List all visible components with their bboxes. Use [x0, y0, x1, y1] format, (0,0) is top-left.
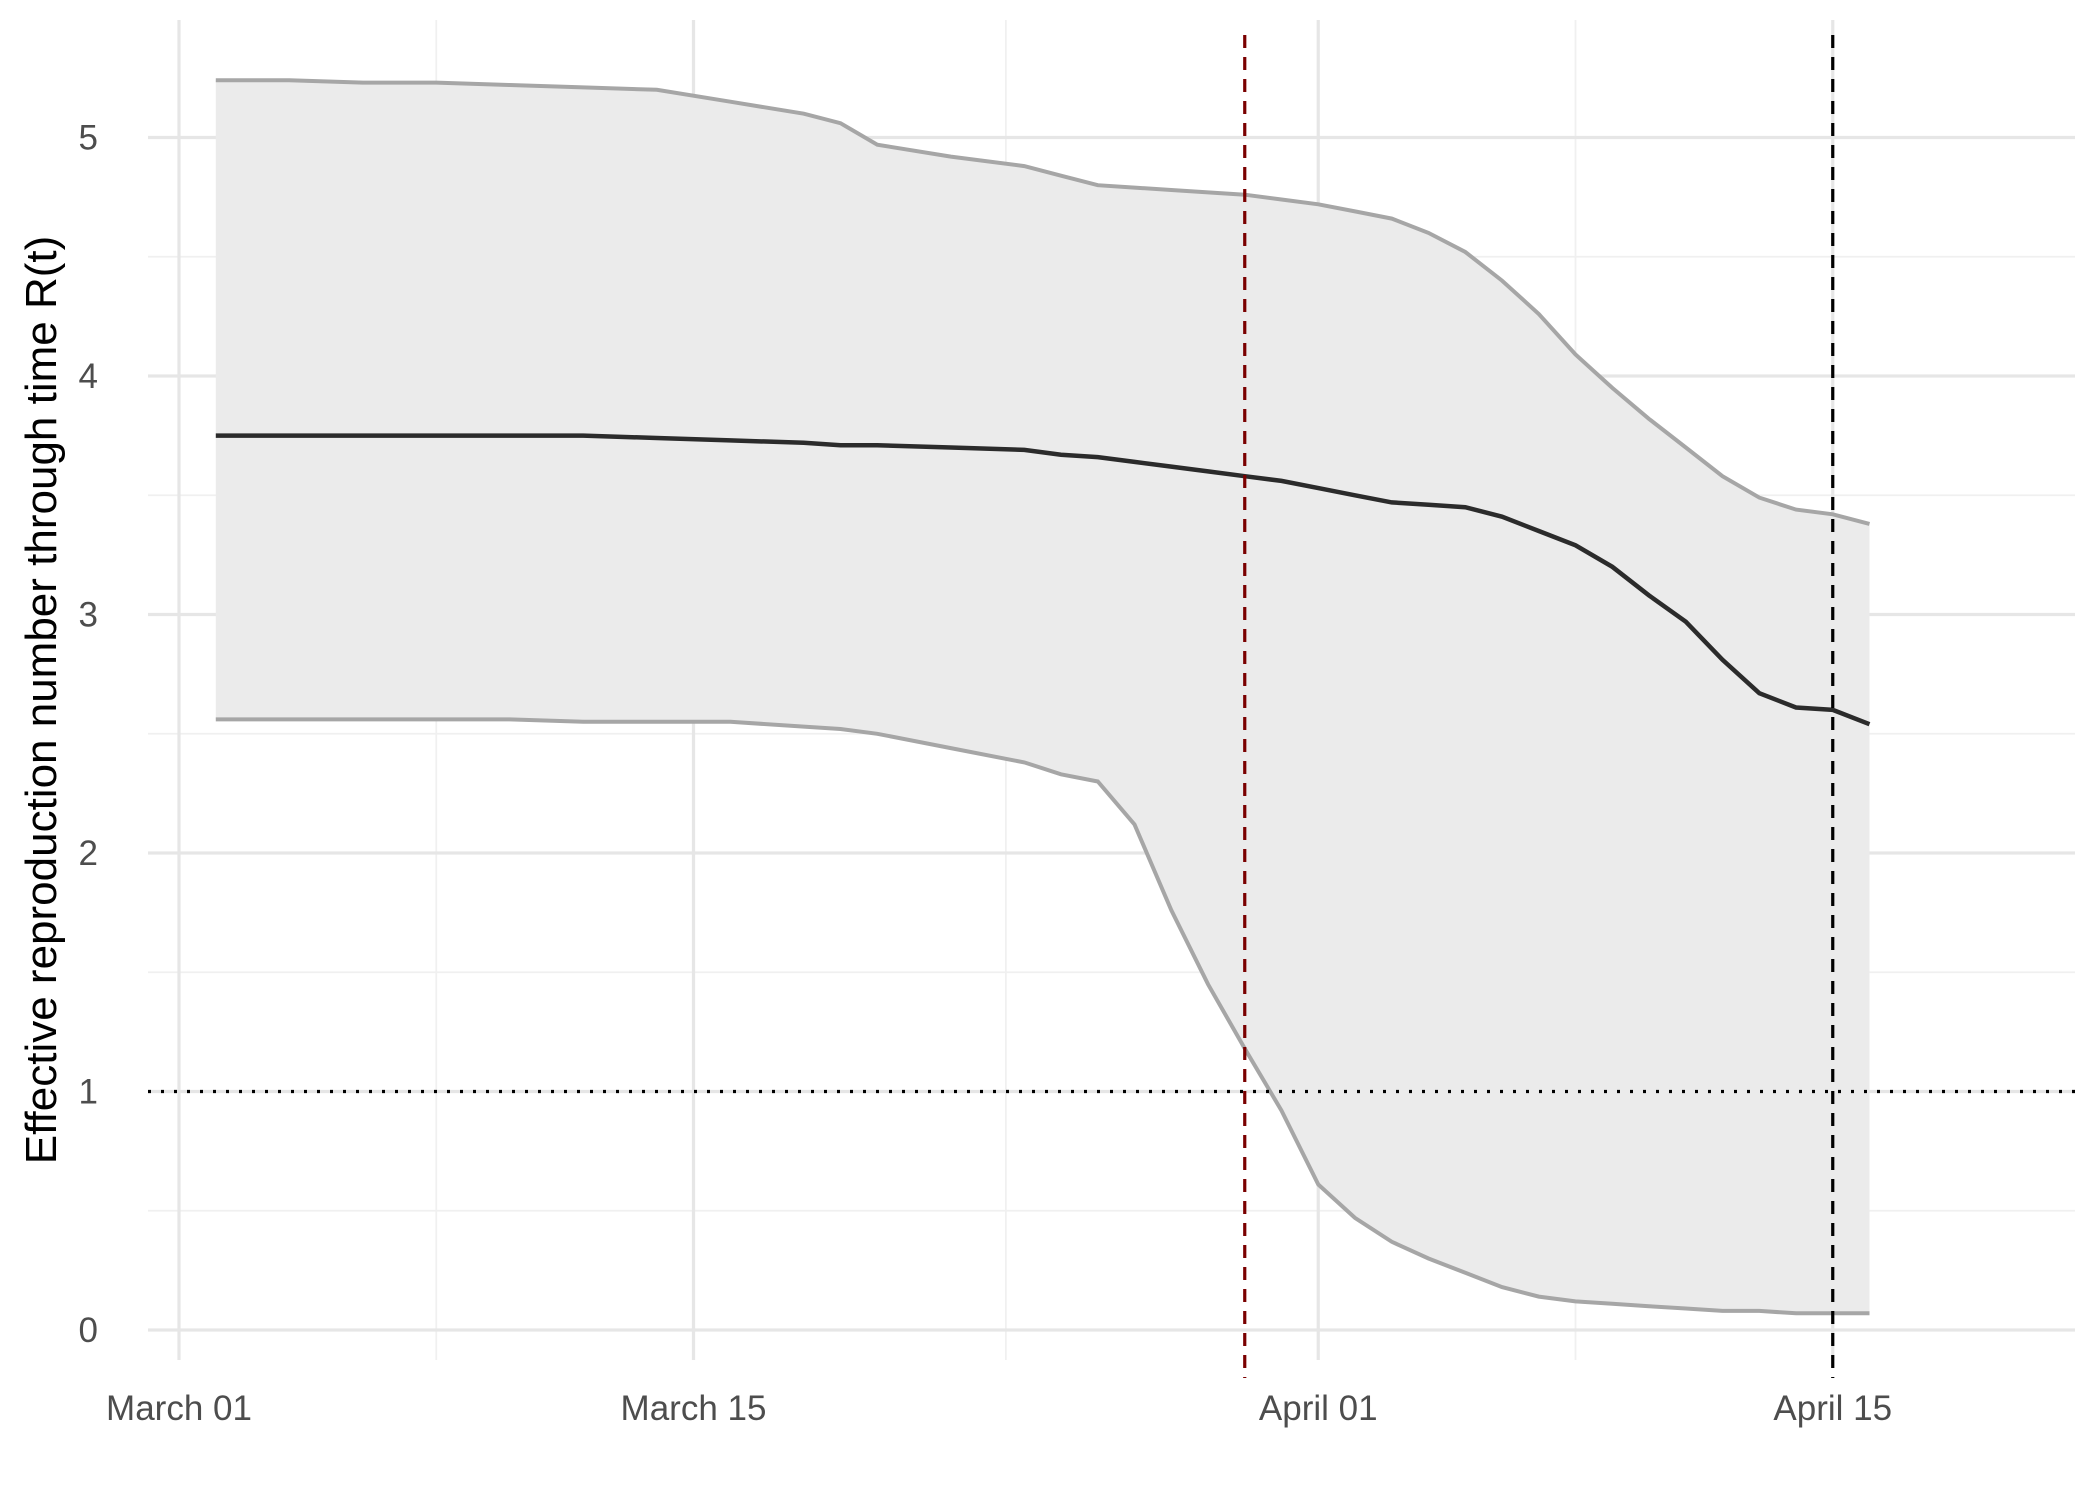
upper-bound-line — [215, 78, 1871, 526]
y-tick-label: 5 — [79, 119, 98, 158]
lower-bound-line — [215, 717, 1870, 1316]
x-tick-label: April 15 — [1773, 1389, 1892, 1428]
y-tick-label: 4 — [79, 357, 98, 396]
y-axis-title: Effective reproduction number through ti… — [17, 236, 66, 1165]
y-tick-label: 3 — [79, 596, 98, 635]
reference-lines — [148, 35, 2075, 1378]
y-axis-tick-labels: 0 1 2 3 4 5 — [79, 119, 98, 1351]
credible-interval-band — [215, 80, 1870, 1314]
x-axis-tick-labels: March 01 March 15 April 01 April 15 — [106, 1389, 1892, 1428]
x-tick-label: April 01 — [1259, 1389, 1378, 1428]
median-rt-line — [215, 433, 1871, 727]
x-tick-label: March 01 — [106, 1389, 252, 1428]
y-tick-label: 2 — [79, 834, 98, 873]
y-tick-label: 0 — [79, 1311, 98, 1350]
x-tick-label: March 15 — [621, 1389, 767, 1428]
y-tick-label: 1 — [79, 1073, 98, 1112]
